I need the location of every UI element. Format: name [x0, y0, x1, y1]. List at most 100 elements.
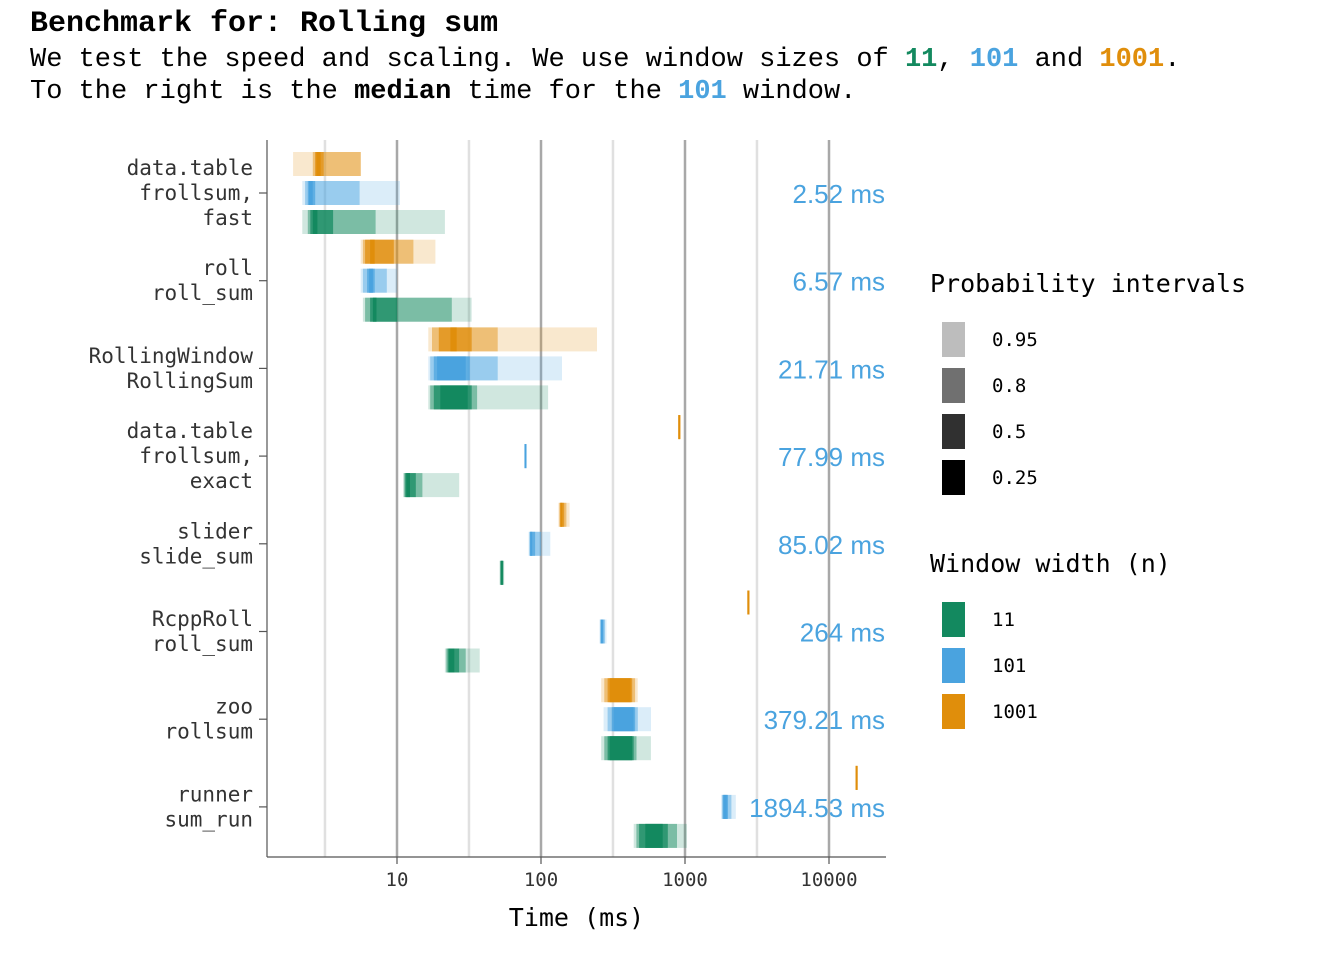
group-7 — [633, 765, 858, 848]
bar-4-n101-p50 — [530, 531, 536, 556]
bar-5-n101-p25 — [600, 619, 603, 644]
median-label-5: 264 ms — [800, 618, 885, 648]
legend-probability-swatch-1 — [942, 368, 965, 403]
legend-probability-label-0: 0.95 — [992, 329, 1038, 351]
median-label-3: 77.99 ms — [778, 442, 885, 472]
bar-6-n1001-p25 — [609, 678, 631, 703]
x-tick-label-3: 10000 — [800, 869, 857, 891]
legend-probability-swatch-3 — [942, 460, 965, 495]
bar-3-n11-p25 — [406, 473, 410, 498]
bar-3-n1001-p25 — [678, 415, 681, 440]
y-label-5-0: RcppRoll — [152, 607, 253, 631]
legend-window-label-0: 11 — [992, 609, 1015, 631]
chart-subtitle-line-2: To the right is the median time for the … — [30, 76, 1180, 108]
median-label-1: 6.57 ms — [793, 267, 886, 297]
bar-0-n11-p25 — [312, 210, 318, 234]
subtitle-window-11: 11 — [904, 45, 938, 75]
median-label-7: 1894.53 ms — [749, 793, 885, 823]
group-6 — [601, 678, 651, 761]
y-label-2-1: RollingSum — [127, 369, 253, 393]
legend-window-swatch-0 — [942, 602, 965, 637]
chart-title: Benchmark for: Rolling sum — [30, 7, 499, 41]
group-5 — [444, 590, 750, 673]
subtitle-1-sep-1: , — [937, 45, 970, 75]
x-tick-label-1: 100 — [524, 869, 558, 891]
subtitle-1-text: We test the speed and scaling. We use wi… — [30, 45, 905, 75]
bar-2-n11-p25 — [440, 385, 468, 410]
bar-2-n101-p25 — [437, 356, 466, 381]
bar-3-n11-p50 — [405, 473, 416, 498]
legend-probability-title: Probability intervals — [930, 269, 1246, 298]
legend-window-label-2: 1001 — [992, 701, 1038, 723]
legend-window-swatch-2 — [942, 694, 965, 729]
bar-0-n1001-p25 — [316, 152, 321, 176]
bar-1-n1001-p50 — [365, 239, 394, 264]
legend-probability-swatch-2 — [942, 414, 965, 449]
x-tick-label-2: 1000 — [662, 869, 708, 891]
legend-window-title: Window width (n) — [930, 549, 1171, 578]
bar-4-n101-p25 — [530, 531, 533, 556]
bar-2-n1001-p25 — [450, 327, 457, 352]
subtitle-2-mid: time for the — [451, 77, 679, 107]
bar-1-n101-p80 — [362, 268, 387, 293]
interval-bars — [293, 152, 858, 848]
group-3 — [403, 415, 681, 498]
subtitle-2-window-101: 101 — [678, 77, 727, 107]
subtitle-1-sep-2: and — [1018, 45, 1100, 75]
bar-3-n101-p25 — [524, 444, 527, 469]
y-label-7-1: sum_run — [164, 807, 253, 831]
bar-5-n1001-p25 — [747, 590, 750, 615]
median-label-2: 21.71 ms — [778, 354, 885, 384]
group-4 — [499, 502, 570, 585]
group-1 — [360, 239, 472, 322]
y-label-3-1: frollsum, — [139, 444, 253, 468]
chart-subtitle-line-1: We test the speed and scaling. We use wi… — [30, 44, 1180, 76]
bar-1-n101-p95 — [360, 268, 397, 293]
y-label-3-2: exact — [190, 469, 253, 493]
grid-layer — [323, 140, 831, 857]
bar-0-n101-p25 — [309, 181, 313, 205]
bar-5-n11-p25 — [449, 648, 455, 673]
bar-0-n1001-p95 — [293, 152, 361, 176]
legends: Probability intervals 0.95 0.8 0.5 0.25 Windo… — [930, 269, 1246, 729]
legend-probability: Probability intervals 0.95 0.8 0.5 0.25 — [930, 269, 1246, 495]
y-label-6-0: zoo — [215, 695, 253, 719]
y-label-0-1: frollsum, — [139, 181, 253, 205]
median-labels: 2.52 ms 6.57 ms 21.71 ms 77.99 ms 85.02 ms 26… — [749, 179, 885, 823]
median-label-4: 85.02 ms — [778, 530, 885, 560]
y-label-0-2: fast — [202, 206, 253, 230]
legend-window-swatch-1 — [942, 648, 965, 683]
bar-7-n11-p25 — [645, 823, 663, 848]
bar-4-n101-p80 — [529, 531, 541, 556]
y-label-1-1: roll_sum — [152, 281, 253, 305]
y-label-0-0: data.table — [127, 156, 253, 180]
subtitle-median-word: median — [354, 77, 452, 107]
bar-6-n101-p25 — [613, 707, 634, 732]
x-axis-title: Time (ms) — [509, 903, 644, 932]
subtitle-window-101: 101 — [969, 45, 1019, 75]
legend-probability-label-2: 0.5 — [992, 421, 1026, 443]
bar-1-n11-p25 — [372, 297, 377, 322]
bar-7-n101-p25 — [723, 794, 727, 819]
y-label-4-0: slider — [177, 519, 253, 543]
median-label-0: 2.52 ms — [793, 179, 886, 209]
y-label-5-1: roll_sum — [152, 632, 253, 656]
axes: data.tablefrollsum,fastrollroll_sumRolli… — [89, 140, 886, 932]
legend-window: Window width (n) 11 101 1001 — [930, 549, 1171, 729]
chart-header: Benchmark for: Rolling sum We test the s… — [30, 4, 1180, 108]
y-label-3-0: data.table — [127, 419, 253, 443]
subtitle-1-end: . — [1164, 45, 1181, 75]
legend-window-label-1: 101 — [992, 655, 1026, 677]
subtitle-2-text: To the right is the — [30, 77, 355, 107]
bar-6-n11-p25 — [609, 736, 633, 761]
y-label-2-0: RollingWindow — [89, 344, 254, 368]
y-label-1-0: roll — [202, 256, 253, 280]
legend-probability-label-3: 0.25 — [992, 467, 1038, 489]
group-2 — [428, 327, 597, 410]
bar-7-n1001-p25 — [855, 765, 858, 790]
bar-1-n101-p25 — [369, 268, 373, 293]
y-label-6-1: rollsum — [164, 720, 253, 744]
x-tick-label-0: 10 — [386, 869, 409, 891]
bar-1-n1001-p25 — [370, 239, 375, 264]
legend-probability-label-1: 0.8 — [992, 375, 1026, 397]
